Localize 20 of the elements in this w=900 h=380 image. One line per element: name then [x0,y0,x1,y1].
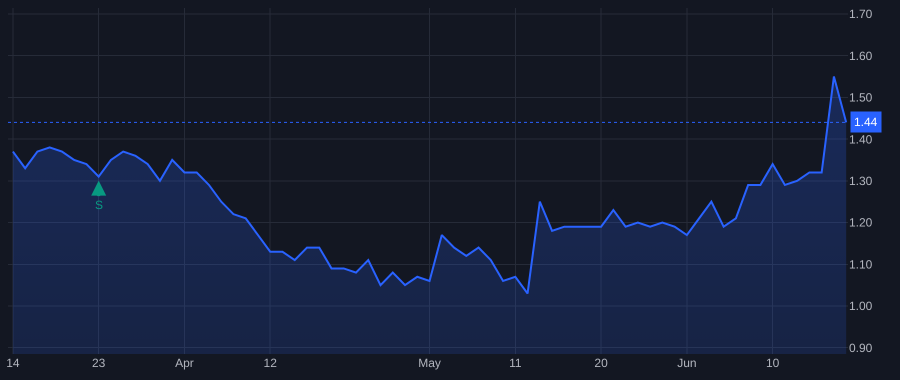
ref-line-label: 1.44 [854,115,878,129]
x-tick-label: Jun [677,356,697,370]
y-tick-label: 1.00 [849,299,873,314]
y-tick-label: 1.30 [849,174,873,188]
x-tick-label: 20 [594,356,608,370]
y-tick-label: 1.50 [849,90,873,105]
x-tick-label: May [418,356,441,370]
x-tick-label: Apr [175,356,194,370]
x-tick-label: 11 [509,356,522,370]
annotation: S [95,198,104,212]
y-tick-label: 1.20 [849,216,873,230]
y-tick-label: 1.70 [849,7,873,22]
y-tick-label: 1.60 [849,48,873,63]
y-tick-label: 1.10 [849,257,873,272]
x-tick-label: 10 [766,356,780,370]
y-tick-label: 1.40 [849,132,873,146]
x-tick-label: 23 [92,356,106,370]
x-tick-label: 12 [264,356,278,370]
y-tick-label: 0.90 [849,340,873,355]
x-tick-label: 14 [6,356,20,370]
